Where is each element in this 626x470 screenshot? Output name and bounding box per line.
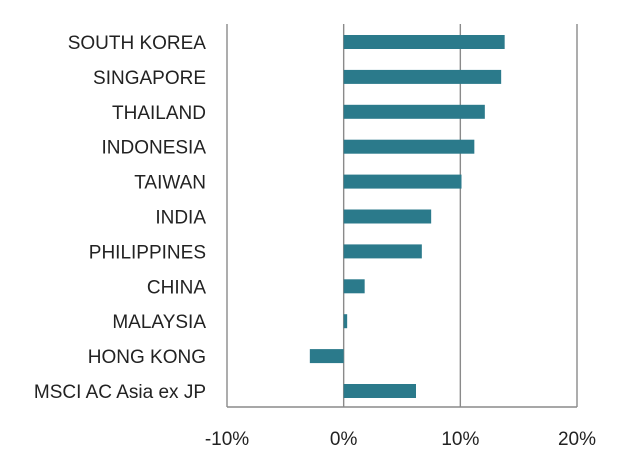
bar-3	[343, 139, 475, 154]
category-label-6: PHILIPPINES	[89, 242, 206, 263]
x-tick-label-1: 0%	[330, 429, 358, 450]
category-label-9: HONG KONG	[88, 347, 206, 368]
category-label-1: SINGAPORE	[93, 68, 206, 89]
bar-1	[343, 69, 502, 84]
category-label-7: CHINA	[147, 277, 206, 298]
x-tick-label-3: 20%	[558, 429, 596, 450]
category-label-8: MALAYSIA	[112, 312, 206, 333]
bar-8	[343, 314, 348, 329]
x-tick-label-2: 10%	[441, 429, 479, 450]
category-label-2: THAILAND	[112, 103, 206, 124]
bar-10	[343, 384, 416, 398]
category-label-3: INDONESIA	[101, 138, 206, 159]
bar-6	[343, 244, 422, 259]
bars-layer	[309, 35, 505, 398]
category-label-0: SOUTH KOREA	[68, 33, 207, 54]
category-label-10: MSCI AC Asia ex JP	[34, 382, 206, 403]
bar-4	[343, 174, 462, 189]
bar-2	[343, 104, 485, 119]
bar-5	[343, 209, 432, 224]
bar-0	[343, 35, 505, 49]
grid-layer	[226, 24, 578, 408]
category-labels: SOUTH KOREA SINGAPORE THAILAND INDONESIA TAI…	[34, 33, 206, 403]
x-tick-label-0: -10%	[205, 429, 249, 450]
x-axis-tick-labels: -10% 0% 10% 20%	[205, 429, 596, 450]
category-label-5: INDIA	[155, 208, 206, 229]
category-label-4: TAIWAN	[134, 173, 206, 194]
bar-7	[343, 279, 365, 294]
bar-9	[309, 349, 344, 364]
